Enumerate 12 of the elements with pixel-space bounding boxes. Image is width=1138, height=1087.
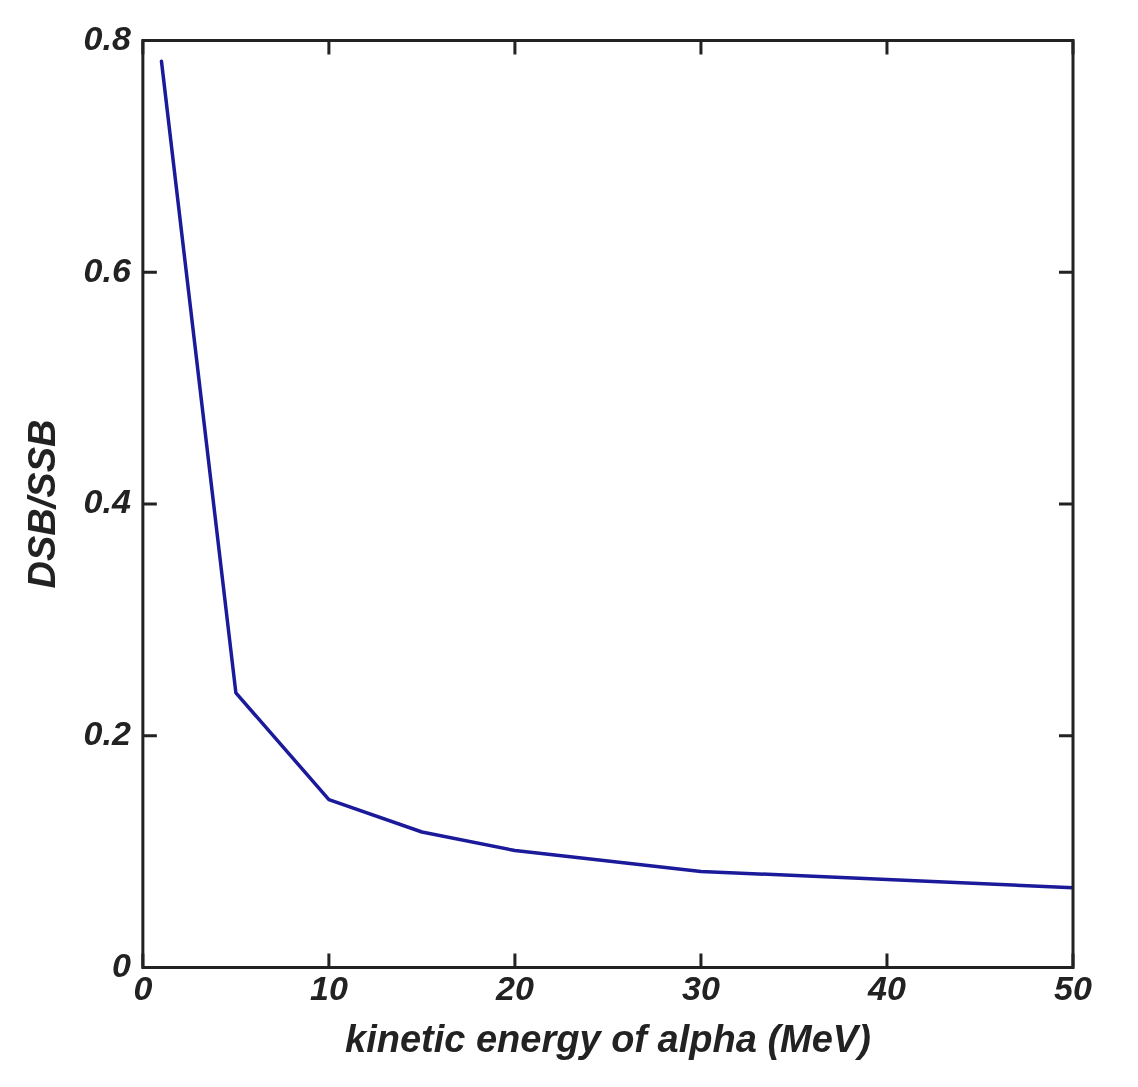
x-tick-label: 30 — [682, 969, 720, 1008]
y-tick-label: 0.6 — [83, 250, 132, 289]
y-tick-label: 0.2 — [83, 714, 131, 753]
x-axis-title: kinetic energy of alpha (MeV) — [345, 1017, 871, 1060]
x-tick-label: 50 — [1054, 969, 1092, 1008]
y-tick-label: 0.4 — [83, 482, 131, 521]
x-tick-label: 10 — [309, 969, 348, 1008]
y-tick-label: 0.8 — [83, 18, 131, 57]
y-axis-title: DSB/SSB — [21, 419, 64, 589]
x-tick-label: 40 — [867, 969, 906, 1008]
y-tick-label: 0 — [111, 945, 131, 984]
x-tick-label: 20 — [495, 969, 534, 1008]
